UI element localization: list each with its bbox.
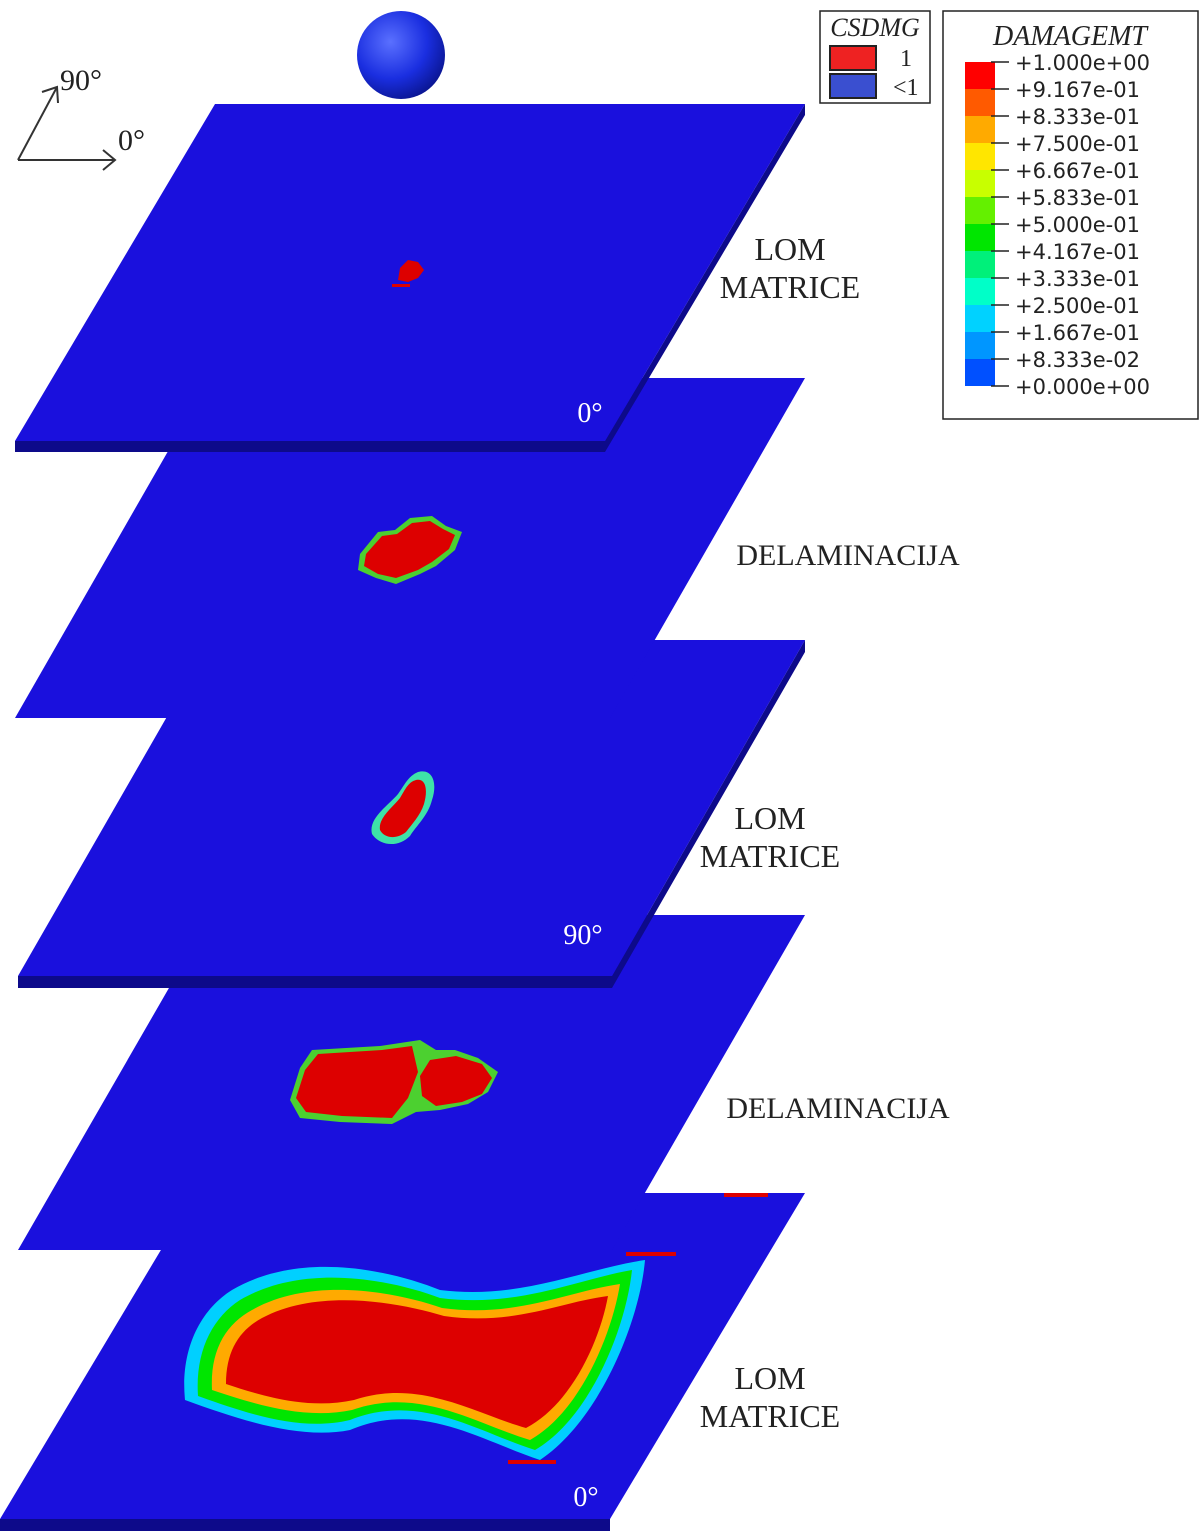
colorbar-label-3: +7.500e-01: [1015, 132, 1140, 156]
colorbar-label-1: +9.167e-01: [1015, 78, 1140, 102]
layer-5-edge-damage-2: [508, 1460, 556, 1464]
colorbar-band-10: [965, 332, 995, 359]
colorbar-label-7: +4.167e-01: [1015, 240, 1140, 264]
colorbar-label-5: +5.833e-01: [1015, 186, 1140, 210]
colorbar-label-10: +1.667e-01: [1015, 321, 1140, 345]
layer-2-delamination: [15, 378, 805, 718]
orientation-axes: 90° 0°: [17, 64, 145, 171]
damagemt-legend-title: DAMAGEMT: [992, 21, 1149, 52]
colorbar-label-6: +5.000e-01: [1015, 213, 1140, 237]
colorbar-band-7: [965, 251, 995, 278]
csdmg-legend: CSDMG 1 <1: [819, 10, 931, 104]
layer-5-matrix-cracking-0deg: 0°: [0, 1193, 805, 1531]
layer-1-label-line-1: LOM: [754, 231, 825, 267]
axis-90-arrowhead-icon: [41, 85, 59, 104]
colorbar-band-2: [965, 116, 995, 143]
layer-4-damage-left-lobe: [296, 1046, 418, 1118]
colorbar-label-12: +0.000e+00: [1015, 375, 1150, 399]
csdmg-label-lt1: <1: [893, 75, 919, 101]
axis-90-label: 90°: [60, 64, 102, 97]
axis-90-line: [17, 86, 58, 161]
layer-2-damage-core: [364, 521, 455, 578]
colorbar-band-0: [965, 62, 995, 89]
colorbar-label-2: +8.333e-01: [1015, 105, 1140, 129]
layer-4-label: DELAMINACIJA: [726, 1092, 950, 1125]
layer-2-label: DELAMINACIJA: [736, 539, 960, 572]
layer-1-label-line-2: MATRICE: [720, 269, 860, 305]
colorbar-band-9: [965, 305, 995, 332]
layer-5-edge-damage-1: [626, 1252, 676, 1256]
damagemt-colorbar: +1.000e+00 +9.167e-01 +8.333e-01 +7.500e-01…: [965, 51, 1150, 399]
csdmg-label-1: 1: [900, 46, 912, 72]
layer-3-ply-angle: 90°: [563, 920, 602, 951]
colorbar-band-11: [965, 359, 995, 386]
layer-5-ply-angle: 0°: [573, 1482, 598, 1513]
layer-1-matrix-cracking-0deg: 0°: [15, 104, 805, 452]
colorbar-label-4: +6.667e-01: [1015, 159, 1140, 183]
colorbar-label-8: +3.333e-01: [1015, 267, 1140, 291]
layer-3-matrix-cracking-90deg: 90°: [18, 640, 805, 988]
colorbar-label-9: +2.500e-01: [1015, 294, 1140, 318]
layer-1-damage-core: [398, 260, 424, 282]
colorbar-label-11: +8.333e-02: [1015, 348, 1140, 372]
colorbar-band-4: [965, 170, 995, 197]
layer-3-damage-core: [379, 779, 426, 838]
axis-0-label: 0°: [118, 124, 145, 157]
layer-5-edge: [0, 1519, 610, 1531]
colorbar-band-3: [965, 143, 995, 170]
layer-5-label-line-2: MATRICE: [700, 1398, 840, 1434]
layer-4-delamination: [18, 915, 805, 1250]
layer-3-label-line-2: MATRICE: [700, 838, 840, 874]
layer-labels: LOM MATRICE DELAMINACIJA LOM MATRICE DEL…: [700, 231, 960, 1434]
layer-4-damage-right-lobe: [420, 1056, 492, 1106]
damagemt-legend: DAMAGEMT +1.000e+00+9.167e-01+8.333e-01+…: [942, 10, 1199, 420]
impactor-sphere: [357, 11, 445, 99]
csdmg-swatch-1: [829, 45, 877, 71]
colorbar-band-8: [965, 278, 995, 305]
csdmg-swatch-lt1: [829, 73, 877, 99]
colorbar-band-1: [965, 89, 995, 116]
colorbar-band-5: [965, 197, 995, 224]
axis-0-arrowhead-icon: [102, 149, 117, 171]
colorbar-band-6: [965, 224, 995, 251]
layer-1-damage-fleck: [392, 284, 410, 287]
colorbar-label-0: +1.000e+00: [1015, 51, 1150, 75]
layer-5-edge-damage-3: [724, 1193, 768, 1197]
layer-1-ply-angle: 0°: [577, 398, 602, 429]
layer-3-label-line-1: LOM: [734, 800, 805, 836]
laminate-layers: 0° 90°: [0, 104, 805, 1531]
layer-5-label-line-1: LOM: [734, 1360, 805, 1396]
csdmg-legend-title: CSDMG: [830, 13, 920, 42]
layer-5-damage-core: [226, 1296, 608, 1428]
